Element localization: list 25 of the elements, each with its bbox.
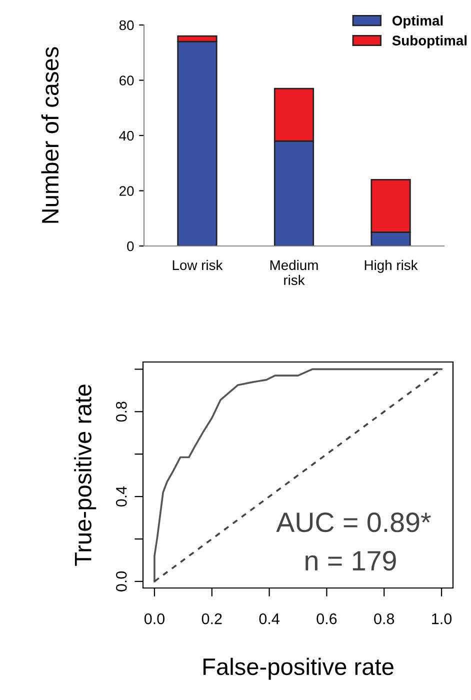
- x-axis-title: False-positive rate: [203, 658, 394, 680]
- x-tick-label: 0.2: [202, 613, 222, 624]
- y-axis-title: Number of cases: [41, 47, 59, 223]
- y-tick-label: 20: [120, 186, 134, 196]
- y-tick-label: 40: [119, 130, 134, 141]
- x-tick-label: 0.0: [144, 613, 165, 624]
- legend-label: Suboptimal: [392, 35, 467, 48]
- y-tick-label: 0.4: [116, 486, 127, 507]
- y-axis-title: True-positive rate: [74, 384, 96, 566]
- line-series: [154, 368, 442, 582]
- y-tick-label: 80: [119, 20, 134, 30]
- x-tick-label: 0.4: [259, 613, 280, 624]
- y-tick-label: 60: [120, 76, 134, 86]
- y-tick-label: 0: [127, 241, 134, 252]
- y-tick-label: 0.0: [116, 571, 127, 592]
- x-tick-label: Low risk: [172, 260, 223, 270]
- annotation: AUC = 0.89*: [276, 512, 431, 532]
- annotation: n = 179: [306, 550, 396, 571]
- x-tick-label: Medium risk: [270, 260, 318, 286]
- x-tick-label: 1.0: [432, 613, 452, 624]
- y-tick-label: 0.8: [116, 402, 127, 422]
- x-tick-label: High risk: [364, 260, 418, 273]
- legend-label: Optimal: [392, 15, 443, 28]
- x-tick-label: 0.8: [374, 613, 394, 624]
- x-tick-label: 0.6: [316, 613, 337, 624]
